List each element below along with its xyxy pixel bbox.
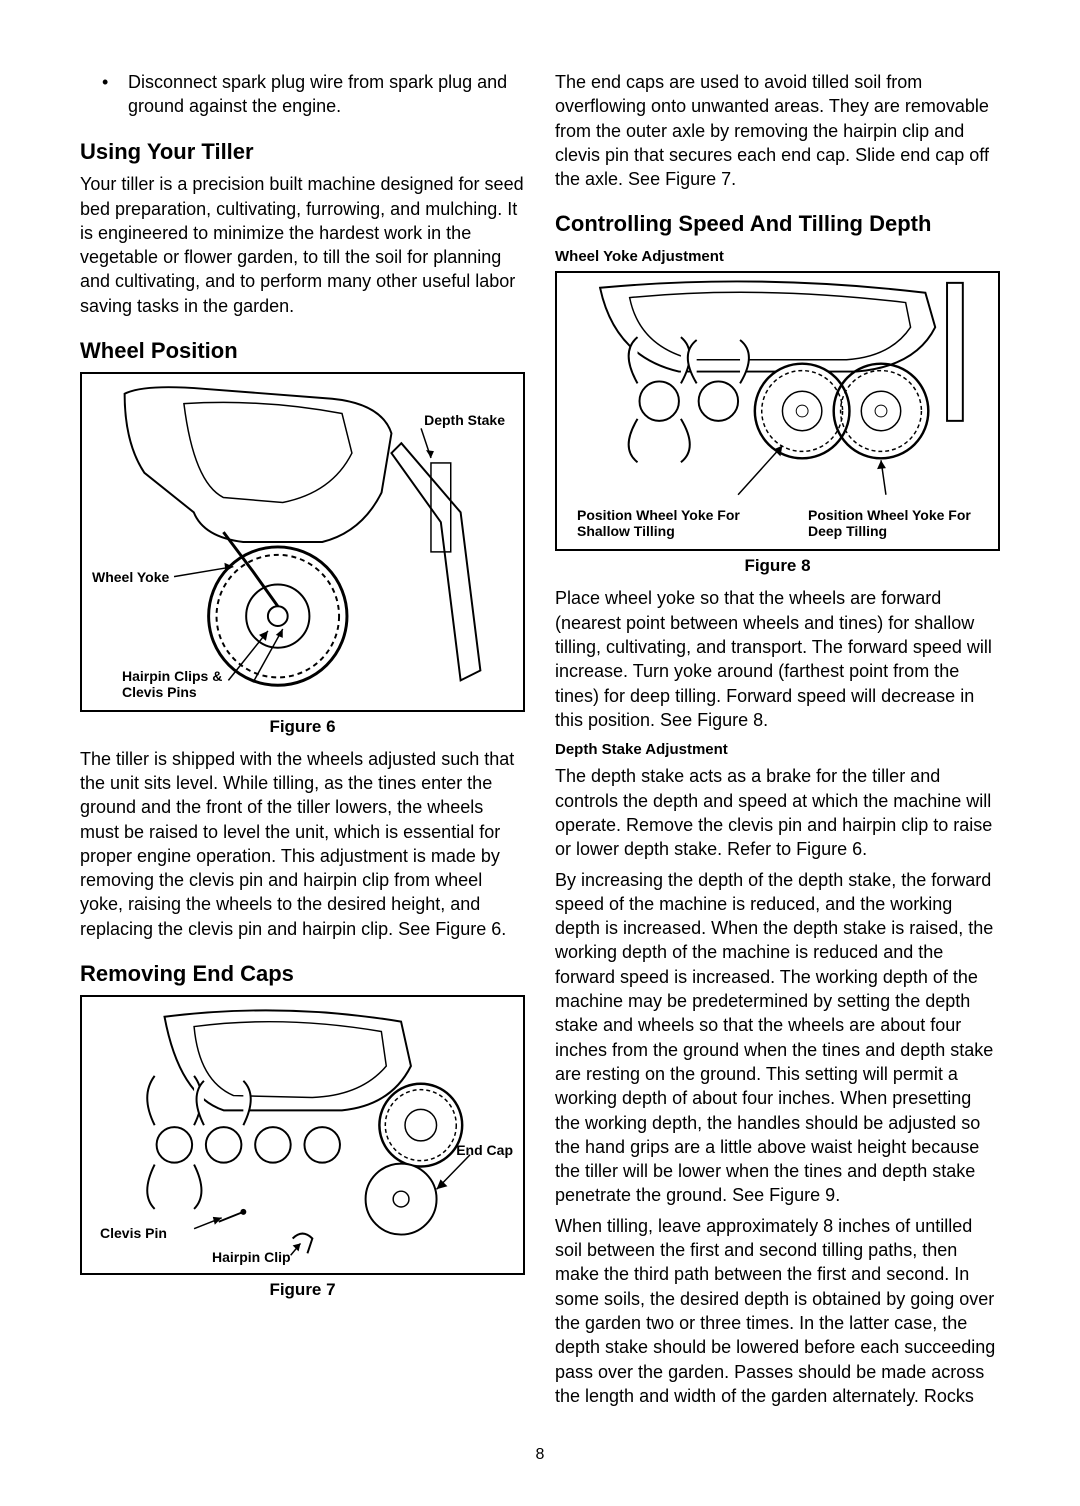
heading-controlling: Controlling Speed And Tilling Depth bbox=[555, 209, 1000, 239]
figure-6-caption: Figure 6 bbox=[80, 716, 525, 739]
paragraph-using: Your tiller is a precision built machine… bbox=[80, 172, 525, 318]
label-hairpin-clip: Hairpin Clip bbox=[212, 1249, 291, 1265]
figure-6: Depth Stake Wheel Yoke Hairpin Clips & C… bbox=[80, 372, 525, 712]
figure-7: End Cap Clevis Pin Hairpin Clip bbox=[80, 995, 525, 1275]
label-clevis-pin: Clevis Pin bbox=[100, 1225, 167, 1241]
label-depth-stake: Depth Stake bbox=[424, 412, 505, 428]
subhead-wheel-yoke: Wheel Yoke Adjustment bbox=[555, 247, 1000, 267]
label-wheel-yoke: Wheel Yoke bbox=[92, 569, 169, 585]
bullet-text: Disconnect spark plug wire from spark pl… bbox=[128, 70, 525, 119]
right-column: The end caps are used to avoid tilled so… bbox=[555, 70, 1000, 1414]
paragraph-wheel: The tiller is shipped with the wheels ad… bbox=[80, 747, 525, 941]
figure-8: Position Wheel Yoke For Shallow Tilling … bbox=[555, 271, 1000, 551]
heading-removing-end-caps: Removing End Caps bbox=[80, 959, 525, 989]
label-deep: Position Wheel Yoke For Deep Tilling bbox=[808, 507, 978, 539]
paragraph-endcaps: The end caps are used to avoid tilled so… bbox=[555, 70, 1000, 191]
heading-wheel-position: Wheel Position bbox=[80, 336, 525, 366]
page-number: 8 bbox=[80, 1444, 1000, 1466]
figure-7-caption: Figure 7 bbox=[80, 1279, 525, 1302]
paragraph-depth3: When tilling, leave approximately 8 inch… bbox=[555, 1214, 1000, 1408]
figure-8-caption: Figure 8 bbox=[555, 555, 1000, 578]
paragraph-depth2: By increasing the depth of the depth sta… bbox=[555, 868, 1000, 1208]
paragraph-depth1: The depth stake acts as a brake for the … bbox=[555, 764, 1000, 861]
left-column: • Disconnect spark plug wire from spark … bbox=[80, 70, 525, 1414]
bullet-item: • Disconnect spark plug wire from spark … bbox=[80, 70, 525, 119]
bullet-marker: • bbox=[102, 70, 128, 119]
label-end-cap: End Cap bbox=[456, 1142, 513, 1158]
label-shallow: Position Wheel Yoke For Shallow Tilling bbox=[577, 507, 747, 539]
label-hairpin-clevis: Hairpin Clips & Clevis Pins bbox=[122, 668, 232, 700]
heading-using-tiller: Using Your Tiller bbox=[80, 137, 525, 167]
paragraph-yoke: Place wheel yoke so that the wheels are … bbox=[555, 586, 1000, 732]
subhead-depth-stake: Depth Stake Adjustment bbox=[555, 740, 1000, 760]
